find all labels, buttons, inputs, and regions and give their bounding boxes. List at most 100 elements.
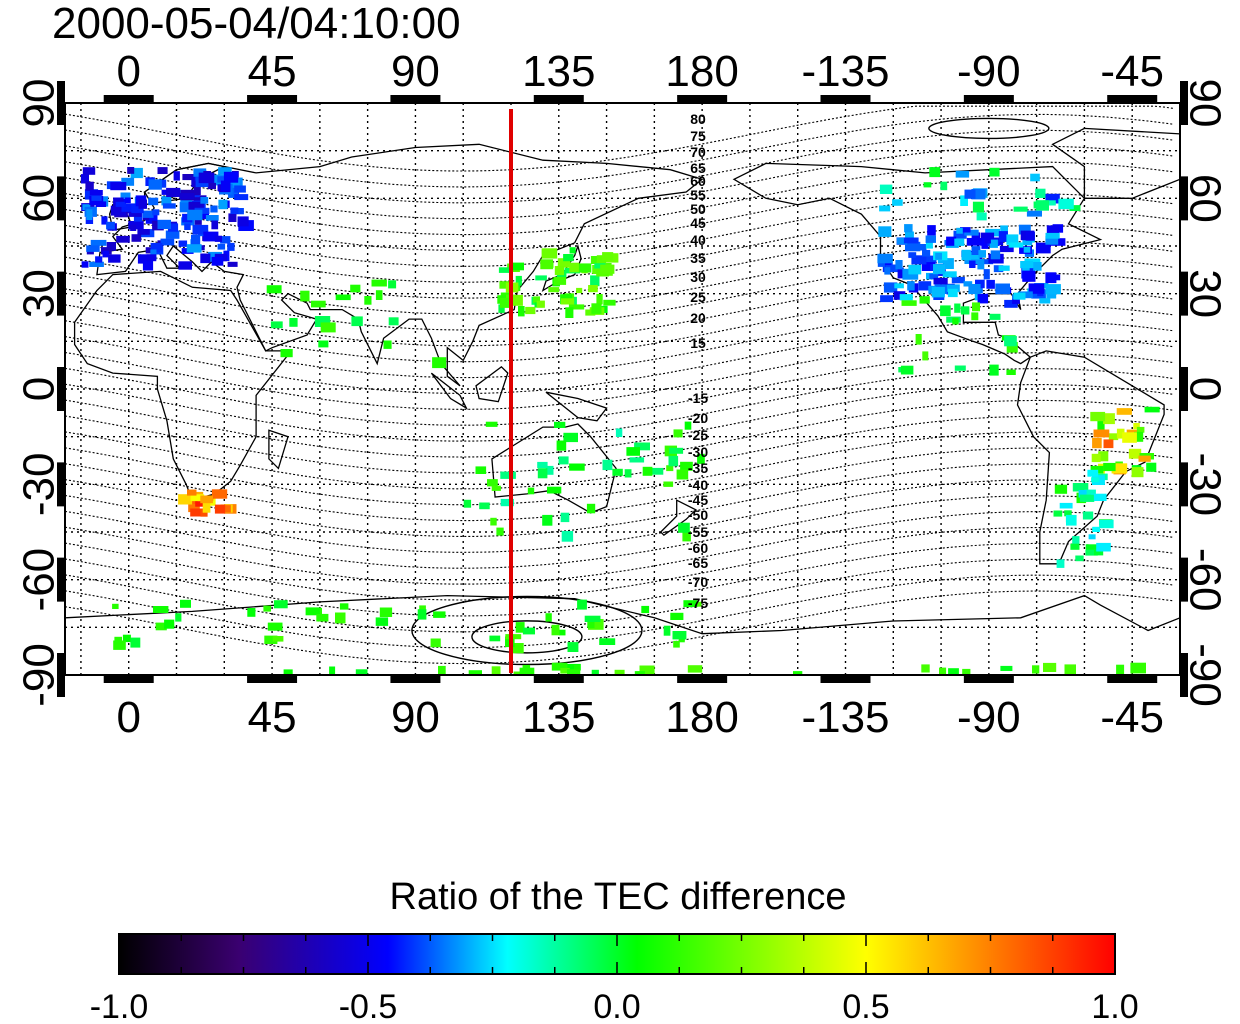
tec-patch (168, 223, 179, 232)
tec-patch (305, 607, 320, 616)
tec-patch (1022, 238, 1033, 246)
tec-patch (999, 245, 1014, 253)
tec-patch (112, 603, 119, 609)
tec-patch (355, 669, 368, 675)
tec-patch (971, 232, 980, 243)
tec-patch (563, 254, 574, 262)
tec-patch (1046, 292, 1057, 299)
tec-patch (489, 635, 501, 642)
colorbar-tick-label: -1.0 (90, 988, 149, 1024)
tec-patch (388, 280, 397, 289)
tec-patch (915, 334, 922, 345)
tec-patch (433, 611, 446, 618)
tec-patch (1093, 429, 1110, 438)
x-tick-label-bottom: 45 (248, 693, 297, 742)
tec-patch (596, 294, 603, 305)
tec-patch (565, 307, 574, 318)
tec-patch (1085, 544, 1100, 551)
contour-line (65, 479, 1174, 553)
contour-line (65, 384, 1174, 458)
contour-label: -20 (688, 410, 708, 426)
tec-patch (1069, 205, 1081, 211)
tec-patch (188, 201, 204, 213)
tec-patch (1045, 272, 1057, 284)
tec-patch (533, 296, 540, 304)
tec-patch (86, 209, 93, 220)
y-tick-label-right: -60 (1181, 548, 1230, 612)
tec-patch (952, 317, 959, 325)
tec-patch (976, 212, 987, 221)
contour-label: 75 (690, 128, 706, 144)
tec-patch (1130, 662, 1146, 674)
tec-patch (1092, 437, 1102, 449)
contour-line (65, 288, 1174, 363)
tec-patch (339, 603, 349, 610)
tec-patch (989, 313, 1001, 320)
y-tick-label-right: 60 (1181, 174, 1230, 223)
tec-patch (228, 187, 239, 198)
tec-patch (977, 259, 985, 270)
tec-patch (191, 176, 200, 187)
tec-patch (272, 636, 284, 642)
tec-patch (1072, 536, 1080, 546)
tec-patch (663, 625, 671, 636)
tec-patch (218, 199, 228, 210)
tec-patch (280, 349, 293, 358)
tec-patch (1004, 335, 1017, 347)
tec-patch (901, 300, 917, 306)
tec-patch (927, 225, 936, 236)
tec-patch (880, 295, 893, 303)
tec-patch (879, 205, 891, 212)
tec-patch (198, 172, 215, 184)
tec-patch (195, 501, 204, 507)
contour-line (65, 495, 1174, 569)
tec-patch (173, 171, 180, 181)
tec-patch (166, 187, 181, 197)
contour-line (65, 590, 1174, 665)
tec-patch (351, 316, 363, 327)
tec-patch (989, 239, 998, 248)
tec-patch (130, 224, 137, 231)
tec-patch (1111, 463, 1128, 474)
colorbar-ticks (118, 934, 1116, 974)
tec-patch (1058, 198, 1074, 210)
tec-patch (1116, 664, 1125, 675)
tec-patch (220, 236, 231, 244)
tec-patch (184, 223, 191, 230)
tec-patch (964, 229, 979, 236)
contour-label: -50 (688, 507, 708, 523)
tec-patch (1004, 299, 1018, 308)
tec-patch (553, 276, 567, 285)
contour-label: -25 (688, 427, 708, 443)
tec-patch (89, 261, 104, 267)
tec-patch (191, 234, 201, 245)
y-axis-left: 90 60 30 0 -30 -60 -90 (14, 79, 63, 707)
x-axis-top: 0 45 90 135 180 -135 -90 -45 (116, 47, 1164, 96)
tec-patch (995, 283, 1010, 295)
contour-label: 70 (690, 144, 706, 160)
tec-patch (485, 421, 498, 427)
tec-patch (193, 186, 201, 196)
tec-patch (993, 265, 1004, 273)
tec-patch (989, 167, 1000, 177)
tec-patch (903, 237, 919, 244)
tec-patch (214, 504, 226, 514)
tec-patch (612, 468, 623, 476)
contour-label: 35 (690, 250, 706, 266)
contour-label: -35 (688, 460, 708, 476)
coastline-borneo (475, 365, 509, 403)
tec-patch (585, 309, 596, 316)
tec-patch (1134, 431, 1144, 442)
tec-patch (379, 607, 393, 617)
tec-patch (186, 244, 202, 253)
contour-line (65, 527, 1174, 601)
tec-patch (273, 600, 288, 609)
x-tick-label-bottom: 180 (665, 693, 738, 742)
tec-patch (220, 180, 231, 192)
contour-line (65, 320, 1174, 394)
tec-patch (878, 226, 892, 237)
tec-patch (419, 605, 426, 611)
contour-line (65, 447, 1174, 522)
tec-patch (683, 600, 698, 608)
